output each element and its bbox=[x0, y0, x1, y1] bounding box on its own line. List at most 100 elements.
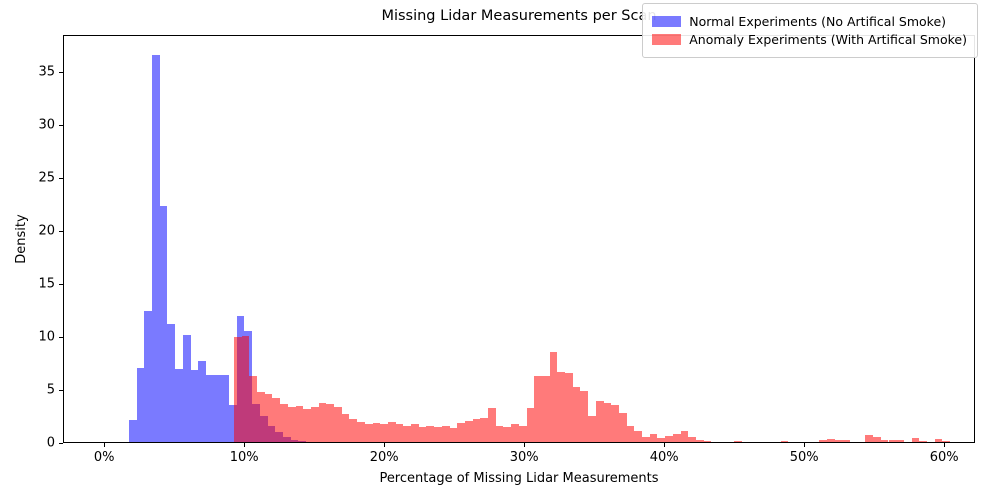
histogram-bar bbox=[233, 337, 242, 442]
histogram-bar bbox=[603, 402, 612, 442]
histogram-bar bbox=[518, 426, 527, 442]
histogram-bar bbox=[182, 334, 191, 442]
histogram-bar bbox=[819, 440, 827, 442]
histogram-bar bbox=[618, 413, 627, 442]
chart-title: Missing Lidar Measurements per Scan bbox=[381, 8, 657, 24]
histogram-bar bbox=[634, 430, 643, 442]
legend-item: Anomaly Experiments (With Artifical Smok… bbox=[652, 32, 967, 47]
histogram-bar bbox=[464, 420, 473, 442]
histogram-bar bbox=[942, 440, 951, 442]
y-tick-label: 10 bbox=[38, 329, 55, 345]
histogram-bar bbox=[434, 427, 442, 442]
histogram-bar bbox=[341, 414, 350, 442]
histogram-bar bbox=[695, 439, 704, 442]
y-tick-mark bbox=[59, 390, 63, 391]
histogram-bar bbox=[403, 425, 412, 442]
histogram-bar bbox=[642, 437, 650, 442]
histogram-bar bbox=[541, 376, 550, 442]
histogram-bar bbox=[826, 439, 835, 442]
y-tick-mark bbox=[59, 72, 63, 74]
y-tick-mark bbox=[59, 125, 63, 127]
plot-area bbox=[63, 35, 975, 443]
x-tick-mark bbox=[104, 443, 106, 447]
x-tick-mark bbox=[804, 443, 806, 447]
histogram-bar bbox=[934, 439, 943, 442]
x-tick-label: 0% bbox=[93, 450, 115, 465]
legend-item: Normal Experiments (No Artifical Smoke) bbox=[652, 14, 967, 29]
y-tick-mark bbox=[59, 178, 63, 180]
histogram-bar bbox=[703, 440, 712, 442]
histogram-bar bbox=[190, 369, 199, 442]
histogram-bar bbox=[572, 386, 581, 442]
x-tick-label: 20% bbox=[369, 450, 399, 465]
histogram-bar bbox=[534, 376, 542, 442]
x-tick-mark bbox=[944, 443, 946, 447]
x-tick-mark bbox=[244, 443, 246, 447]
histogram-bar bbox=[175, 368, 183, 442]
histogram-bar bbox=[395, 423, 404, 442]
histogram-bar bbox=[611, 404, 619, 442]
y-tick-mark bbox=[59, 284, 63, 286]
histogram-bar bbox=[241, 336, 250, 442]
histogram-bar bbox=[198, 361, 206, 442]
histogram-bar bbox=[152, 55, 160, 442]
histogram-bar bbox=[441, 425, 450, 442]
y-tick-mark bbox=[59, 231, 63, 233]
histogram-bar bbox=[257, 392, 265, 442]
histogram-bar bbox=[919, 440, 927, 442]
histogram-bar bbox=[595, 400, 604, 442]
histogram-bar bbox=[449, 428, 458, 442]
y-tick-label: 25 bbox=[38, 170, 55, 186]
histogram-bar bbox=[411, 423, 419, 442]
y-tick-label: 15 bbox=[38, 276, 55, 292]
histogram-bar bbox=[842, 439, 850, 442]
histogram-bar bbox=[213, 375, 222, 442]
histogram-bar bbox=[144, 310, 153, 442]
y-axis-label: Density bbox=[14, 214, 29, 264]
histogram-bar bbox=[272, 397, 281, 442]
histogram-bar bbox=[680, 431, 689, 442]
legend-label: Anomaly Experiments (With Artifical Smok… bbox=[689, 32, 967, 47]
histogram-bar bbox=[380, 423, 388, 442]
x-tick-label: 50% bbox=[789, 450, 819, 465]
histogram-bar bbox=[221, 375, 230, 442]
histogram-bar bbox=[205, 375, 214, 442]
x-tick-label: 30% bbox=[509, 450, 539, 465]
histogram-bars bbox=[64, 36, 974, 442]
histogram-bar bbox=[326, 403, 335, 442]
histogram-bar bbox=[457, 423, 465, 442]
histogram-bar bbox=[264, 394, 273, 442]
histogram-bar bbox=[565, 373, 573, 442]
histogram-bar bbox=[888, 439, 897, 442]
y-tick-label: 35 bbox=[38, 64, 55, 80]
histogram-bar bbox=[364, 423, 373, 442]
histogram-bar bbox=[480, 417, 489, 442]
y-tick-label: 20 bbox=[38, 223, 55, 239]
y-tick-label: 5 bbox=[46, 382, 55, 398]
y-tick-mark bbox=[59, 337, 63, 339]
histogram-bar bbox=[511, 423, 519, 442]
histogram-bar bbox=[734, 440, 743, 442]
histogram-bar bbox=[503, 427, 512, 442]
histogram-bar bbox=[588, 415, 596, 442]
x-tick-mark bbox=[384, 443, 386, 447]
y-tick-label: 0 bbox=[46, 435, 55, 451]
y-tick-mark bbox=[59, 443, 63, 444]
histogram-bar bbox=[495, 426, 504, 442]
histogram-bar bbox=[472, 418, 481, 442]
histogram-bar bbox=[280, 403, 288, 442]
histogram-bar bbox=[303, 409, 311, 442]
histogram-bar bbox=[665, 436, 673, 442]
histogram-bar bbox=[426, 426, 435, 442]
histogram-bar bbox=[418, 427, 427, 442]
legend-swatch-anomaly bbox=[652, 34, 682, 45]
histogram-bar bbox=[649, 434, 658, 442]
histogram-bar bbox=[249, 376, 258, 442]
histogram-bar bbox=[780, 440, 789, 442]
x-tick-mark bbox=[664, 443, 666, 447]
histogram-bar bbox=[549, 351, 558, 442]
histogram-bar bbox=[557, 372, 566, 442]
histogram-bar bbox=[580, 391, 589, 442]
legend-label: Normal Experiments (No Artifical Smoke) bbox=[689, 14, 947, 29]
histogram-bar bbox=[626, 426, 635, 442]
